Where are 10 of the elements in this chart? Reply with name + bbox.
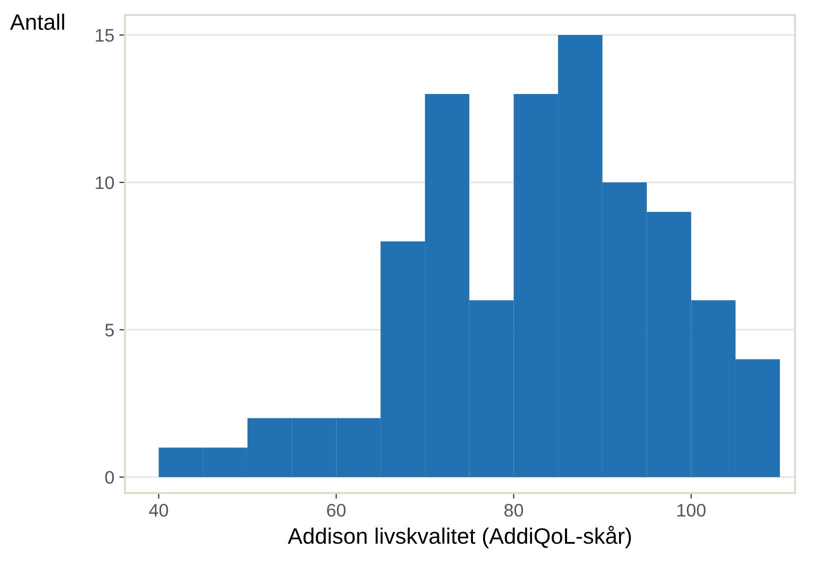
x-tick-label: 60 — [327, 504, 346, 517]
x-axis-title: Addison livskvalitet (AddiQoL-skår) — [288, 526, 631, 548]
x-tick-label: 40 — [149, 504, 168, 517]
x-tick-label: 80 — [504, 504, 524, 517]
x-tick-label: 100 — [677, 504, 706, 517]
y-tick-label: 5 — [105, 324, 114, 336]
y-tick-label: 0 — [105, 471, 114, 484]
y-axis-title: Antall — [10, 14, 64, 30]
y-tick-label: 15 — [96, 29, 114, 42]
y-tick-label: 10 — [96, 176, 114, 190]
